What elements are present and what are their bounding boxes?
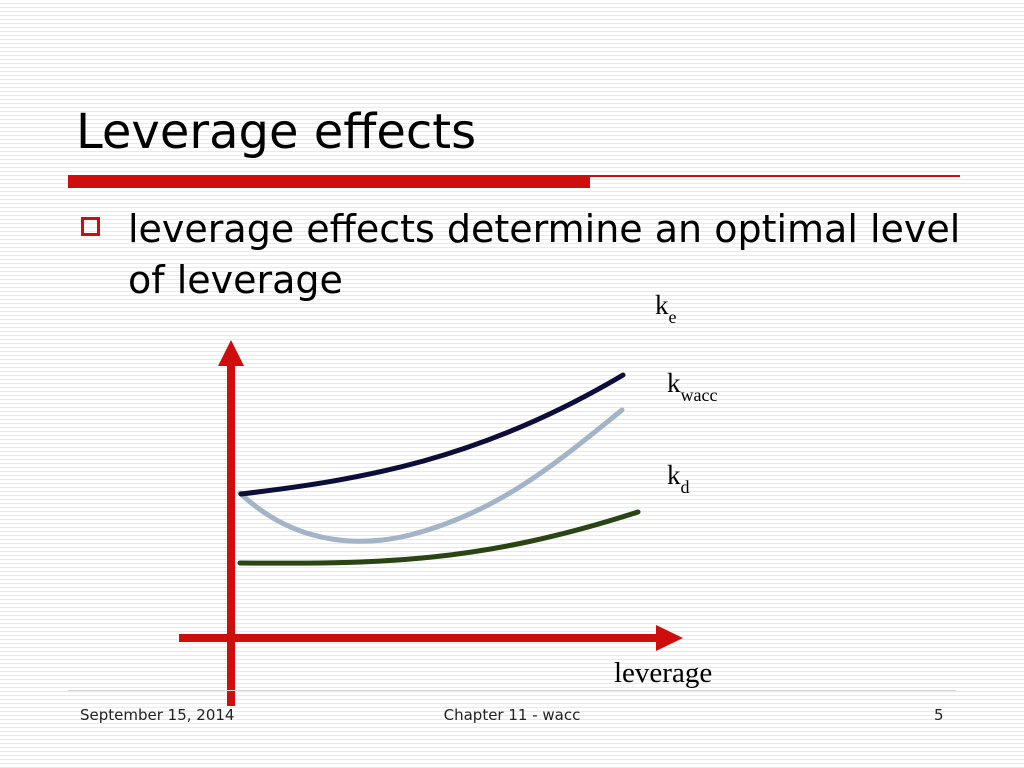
title-underline-thick bbox=[68, 175, 590, 188]
footer-page-number: 5 bbox=[934, 706, 944, 724]
x-axis-arrowhead bbox=[656, 625, 683, 651]
curve-ke bbox=[238, 372, 626, 497]
slide-title: Leverage effects bbox=[76, 104, 477, 160]
curve-kd bbox=[237, 509, 641, 566]
footer-divider bbox=[68, 690, 956, 691]
footer-date: September 15, 2014 bbox=[80, 706, 235, 724]
footer-chapter: Chapter 11 - wacc bbox=[443, 706, 581, 724]
y-axis-arrowhead bbox=[218, 340, 244, 366]
x-axis-label: leverage bbox=[614, 657, 712, 689]
title-underline-thin bbox=[590, 175, 960, 177]
label-kwacc: kwacc bbox=[667, 368, 717, 405]
curve-kwacc bbox=[237, 407, 625, 544]
bullet-square-icon bbox=[81, 217, 100, 236]
bullet-text: leverage effects determine an optimal le… bbox=[128, 207, 961, 302]
label-ke: ke bbox=[655, 290, 677, 327]
label-kd: kd bbox=[667, 460, 690, 497]
